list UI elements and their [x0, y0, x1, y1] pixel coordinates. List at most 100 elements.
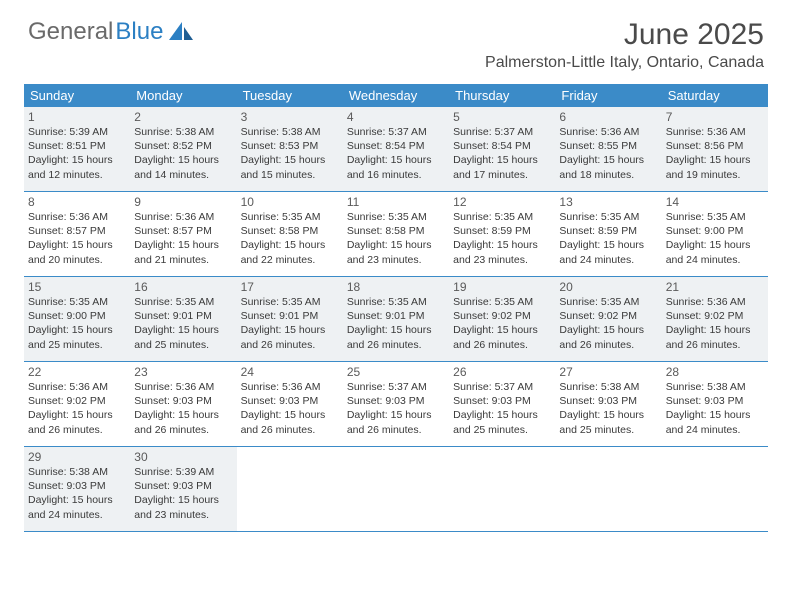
daylight-line-1: Daylight: 15 hours — [666, 408, 764, 422]
sunrise-line: Sunrise: 5:37 AM — [347, 380, 445, 394]
sunset-line: Sunset: 8:59 PM — [559, 224, 657, 238]
daylight-line-1: Daylight: 15 hours — [28, 408, 126, 422]
daylight-line-1: Daylight: 15 hours — [28, 493, 126, 507]
daylight-line-2: and 23 minutes. — [347, 253, 445, 267]
daylight-line-2: and 14 minutes. — [134, 168, 232, 182]
daylight-line-2: and 24 minutes. — [666, 423, 764, 437]
day-number: 25 — [347, 365, 445, 379]
day-number: 12 — [453, 195, 551, 209]
day-header: Thursday — [449, 84, 555, 107]
location: Palmerston-Little Italy, Ontario, Canada — [485, 54, 764, 72]
daylight-line-1: Daylight: 15 hours — [453, 153, 551, 167]
sunset-line: Sunset: 9:03 PM — [453, 394, 551, 408]
sunrise-line: Sunrise: 5:36 AM — [134, 380, 232, 394]
day-number: 21 — [666, 280, 764, 294]
day-number: 29 — [28, 450, 126, 464]
day-number: 19 — [453, 280, 551, 294]
sunrise-line: Sunrise: 5:37 AM — [347, 125, 445, 139]
sunset-line: Sunset: 9:02 PM — [453, 309, 551, 323]
sunrise-line: Sunrise: 5:36 AM — [666, 125, 764, 139]
daylight-line-2: and 24 minutes. — [559, 253, 657, 267]
day-header: Tuesday — [237, 84, 343, 107]
sunrise-line: Sunrise: 5:36 AM — [134, 210, 232, 224]
daylight-line-2: and 23 minutes. — [134, 508, 232, 522]
sunrise-line: Sunrise: 5:38 AM — [134, 125, 232, 139]
daylight-line-1: Daylight: 15 hours — [347, 408, 445, 422]
day-cell: 25Sunrise: 5:37 AMSunset: 9:03 PMDayligh… — [343, 362, 449, 446]
daylight-line-2: and 26 minutes. — [241, 338, 339, 352]
sunrise-line: Sunrise: 5:39 AM — [134, 465, 232, 479]
title-block: June 2025 Palmerston-Little Italy, Ontar… — [485, 18, 764, 72]
sunrise-line: Sunrise: 5:36 AM — [241, 380, 339, 394]
day-cell — [662, 447, 768, 531]
daylight-line-1: Daylight: 15 hours — [241, 408, 339, 422]
daylight-line-1: Daylight: 15 hours — [347, 323, 445, 337]
daylight-line-2: and 25 minutes. — [134, 338, 232, 352]
sunset-line: Sunset: 8:58 PM — [347, 224, 445, 238]
sunrise-line: Sunrise: 5:35 AM — [134, 295, 232, 309]
day-cell: 29Sunrise: 5:38 AMSunset: 9:03 PMDayligh… — [24, 447, 130, 531]
daylight-line-2: and 12 minutes. — [28, 168, 126, 182]
sunrise-line: Sunrise: 5:35 AM — [347, 210, 445, 224]
day-cell: 24Sunrise: 5:36 AMSunset: 9:03 PMDayligh… — [237, 362, 343, 446]
daylight-line-1: Daylight: 15 hours — [28, 238, 126, 252]
daylight-line-1: Daylight: 15 hours — [241, 153, 339, 167]
day-header-row: Sunday Monday Tuesday Wednesday Thursday… — [24, 84, 768, 107]
sunrise-line: Sunrise: 5:36 AM — [666, 295, 764, 309]
daylight-line-2: and 26 minutes. — [28, 423, 126, 437]
sunset-line: Sunset: 8:57 PM — [134, 224, 232, 238]
day-number: 20 — [559, 280, 657, 294]
day-cell: 4Sunrise: 5:37 AMSunset: 8:54 PMDaylight… — [343, 107, 449, 191]
daylight-line-2: and 22 minutes. — [241, 253, 339, 267]
sunset-line: Sunset: 9:03 PM — [347, 394, 445, 408]
day-number: 30 — [134, 450, 232, 464]
sunset-line: Sunset: 8:58 PM — [241, 224, 339, 238]
day-cell: 23Sunrise: 5:36 AMSunset: 9:03 PMDayligh… — [130, 362, 236, 446]
day-number: 27 — [559, 365, 657, 379]
daylight-line-1: Daylight: 15 hours — [453, 408, 551, 422]
sunset-line: Sunset: 8:51 PM — [28, 139, 126, 153]
day-number: 14 — [666, 195, 764, 209]
daylight-line-1: Daylight: 15 hours — [347, 238, 445, 252]
day-cell — [343, 447, 449, 531]
day-cell: 13Sunrise: 5:35 AMSunset: 8:59 PMDayligh… — [555, 192, 661, 276]
sunset-line: Sunset: 9:02 PM — [559, 309, 657, 323]
day-cell: 20Sunrise: 5:35 AMSunset: 9:02 PMDayligh… — [555, 277, 661, 361]
day-cell: 22Sunrise: 5:36 AMSunset: 9:02 PMDayligh… — [24, 362, 130, 446]
daylight-line-1: Daylight: 15 hours — [134, 408, 232, 422]
sunset-line: Sunset: 8:57 PM — [28, 224, 126, 238]
daylight-line-2: and 16 minutes. — [347, 168, 445, 182]
sunrise-line: Sunrise: 5:36 AM — [28, 380, 126, 394]
day-header: Friday — [555, 84, 661, 107]
sunrise-line: Sunrise: 5:35 AM — [559, 210, 657, 224]
daylight-line-2: and 15 minutes. — [241, 168, 339, 182]
daylight-line-2: and 26 minutes. — [453, 338, 551, 352]
day-number: 11 — [347, 195, 445, 209]
daylight-line-1: Daylight: 15 hours — [559, 323, 657, 337]
daylight-line-1: Daylight: 15 hours — [666, 238, 764, 252]
sunrise-line: Sunrise: 5:37 AM — [453, 380, 551, 394]
month-title: June 2025 — [485, 18, 764, 52]
daylight-line-2: and 25 minutes. — [559, 423, 657, 437]
daylight-line-2: and 26 minutes. — [347, 423, 445, 437]
day-cell — [555, 447, 661, 531]
day-number: 2 — [134, 110, 232, 124]
day-cell: 11Sunrise: 5:35 AMSunset: 8:58 PMDayligh… — [343, 192, 449, 276]
day-cell: 15Sunrise: 5:35 AMSunset: 9:00 PMDayligh… — [24, 277, 130, 361]
day-number: 28 — [666, 365, 764, 379]
sunset-line: Sunset: 9:03 PM — [134, 479, 232, 493]
day-cell: 2Sunrise: 5:38 AMSunset: 8:52 PMDaylight… — [130, 107, 236, 191]
sunset-line: Sunset: 8:53 PM — [241, 139, 339, 153]
sunset-line: Sunset: 8:59 PM — [453, 224, 551, 238]
daylight-line-2: and 24 minutes. — [666, 253, 764, 267]
day-number: 26 — [453, 365, 551, 379]
day-cell: 12Sunrise: 5:35 AMSunset: 8:59 PMDayligh… — [449, 192, 555, 276]
day-number: 18 — [347, 280, 445, 294]
daylight-line-1: Daylight: 15 hours — [28, 323, 126, 337]
day-number: 15 — [28, 280, 126, 294]
sunrise-line: Sunrise: 5:35 AM — [666, 210, 764, 224]
day-number: 7 — [666, 110, 764, 124]
day-number: 6 — [559, 110, 657, 124]
logo-word1: General — [28, 18, 113, 46]
daylight-line-1: Daylight: 15 hours — [559, 153, 657, 167]
